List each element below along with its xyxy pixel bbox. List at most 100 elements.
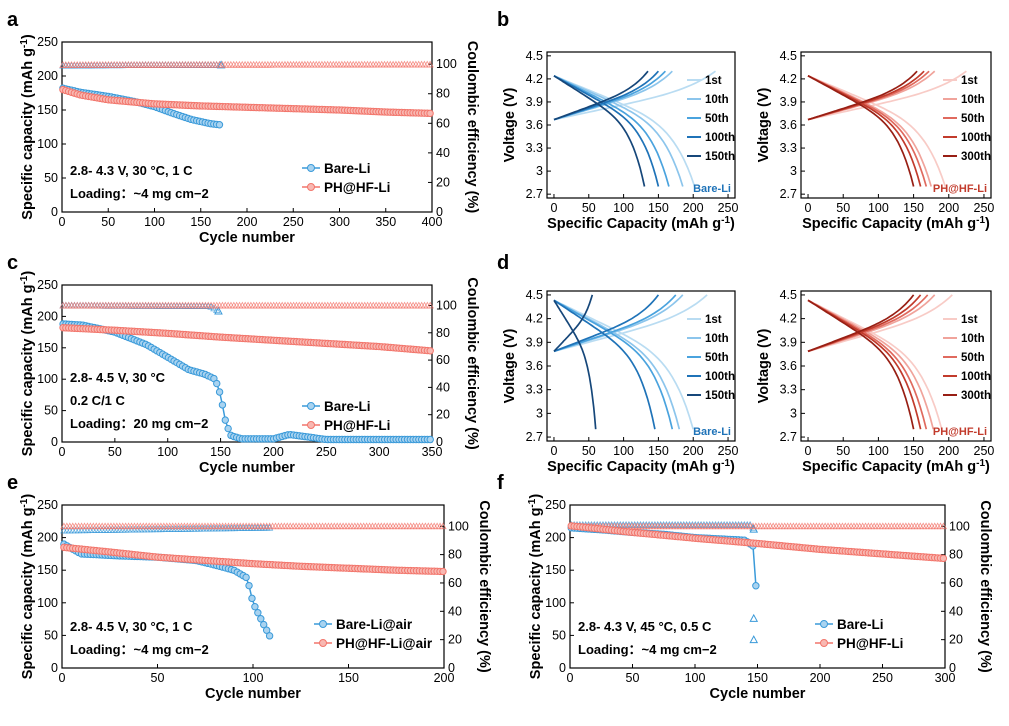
y2-tick-label: 40 — [436, 380, 450, 394]
legend-label: 1st — [961, 314, 978, 326]
y-tick-label: 250 — [37, 35, 58, 49]
y-axis-label: Specific capacity (mAh g-1) — [527, 494, 544, 680]
legend-label: PH@HF-Li — [324, 418, 390, 433]
x-tick-label: 150 — [190, 215, 211, 229]
discharge-curve — [553, 75, 684, 187]
x-tick-label: 50 — [582, 201, 596, 215]
y2-tick-label: 100 — [949, 519, 970, 533]
x-axis-label-main: Specific Capacity (mAh g — [547, 216, 721, 232]
capacity-point — [213, 379, 221, 388]
capacity-point — [257, 615, 265, 623]
condition-text: 2.8- 4.3 V, 30 °C, 1 C — [70, 163, 193, 178]
y-tick-label: 3.9 — [780, 95, 797, 109]
y2-tick-label: 0 — [436, 205, 443, 219]
y-tick-label: 250 — [37, 498, 58, 512]
legend-marker — [820, 620, 828, 628]
legend-label: 10th — [961, 333, 985, 345]
capacity-point — [215, 388, 224, 396]
capacity-point — [218, 401, 227, 409]
discharge-curve — [807, 299, 922, 430]
y-tick-label: 3.6 — [780, 359, 797, 373]
panel-a: 0 50 100 150 200 250 300 350 4000501001502002500… — [19, 34, 480, 246]
capacity-point — [262, 626, 271, 634]
ce-point — [426, 301, 434, 309]
y-axis-label: Voltage (V) — [502, 88, 518, 163]
y-tick-label: 3 — [536, 164, 543, 178]
x-tick-label: 50 — [836, 201, 850, 215]
charge-curve — [553, 294, 684, 353]
condition-text: 2.8- 4.3 V, 45 °C, 0.5 C — [578, 619, 712, 634]
capacity-point — [426, 435, 434, 444]
y-tick-label: 4.5 — [526, 288, 543, 302]
capacity-point — [248, 594, 256, 603]
x-tick-label: 200 — [810, 671, 831, 685]
x-tick-label: 100 — [613, 444, 634, 458]
x-tick-label: 0 — [59, 671, 66, 685]
capacity-point — [426, 347, 434, 355]
discharge-curve — [807, 75, 922, 187]
y-tick-label: 3.3 — [780, 383, 797, 397]
y-tick-label: 3.6 — [780, 118, 797, 132]
capacity-point — [242, 573, 250, 582]
panel-b-left: 0 50 100 150 200 250 2.7 3 3.3 3.6 3.9 4.2 4.5 Specif… — [502, 49, 739, 232]
discharge-curve — [553, 299, 695, 430]
panel-label-e: e — [7, 472, 18, 494]
y-tick-label: 3.3 — [526, 141, 543, 155]
legend-label: 300th — [961, 151, 991, 163]
y-tick-label: 150 — [37, 563, 58, 577]
legend-label: 100th — [961, 132, 991, 144]
y2-tick-label: 20 — [448, 633, 462, 647]
condition-text: 0.2 C/1 C — [70, 393, 126, 408]
x-tick-label: 250 — [718, 444, 739, 458]
capacity-point — [245, 581, 253, 590]
y-tick-label: 3.9 — [526, 95, 543, 109]
x-tick-label: 150 — [903, 201, 924, 215]
x-tick-label: 350 — [422, 445, 443, 459]
y-tick-label: 0 — [51, 435, 58, 449]
panel-label-d: d — [497, 252, 509, 274]
capacity-point — [939, 554, 948, 563]
y-tick-label: 200 — [37, 69, 58, 83]
x-tick-label: 150 — [648, 444, 669, 458]
x-tick-label: 200 — [237, 215, 258, 229]
y2-tick-label: 20 — [436, 175, 450, 189]
legend-label: Bare-Li — [324, 161, 371, 176]
x-tick-label: 300 — [935, 671, 956, 685]
x-tick-label: 200 — [683, 444, 704, 458]
y2-axis-label: Coulombic efficiency (%) — [977, 500, 993, 673]
legend-marker — [319, 620, 327, 628]
y-axis-label: Specific capacity (mAh g-1) — [19, 494, 36, 680]
x-tick-label: 350 — [375, 215, 396, 229]
y-axis-label-close: ) — [20, 494, 36, 499]
y-axis-label: Voltage (V) — [756, 329, 772, 404]
y2-tick-label: 60 — [949, 576, 963, 590]
y-axis-label: Specific capacity (mAh g-1) — [19, 271, 36, 457]
y-axis-label-close: ) — [528, 494, 544, 499]
x-axis-label: Specific Capacity (mAh g-1) — [547, 458, 735, 475]
y2-axis-label: Coulombic efficiency (%) — [464, 41, 480, 214]
y-tick-label: 100 — [37, 596, 58, 610]
ce-point — [426, 60, 434, 68]
y-tick-label: 200 — [37, 531, 58, 545]
x-tick-label: 50 — [626, 671, 640, 685]
y2-tick-label: 60 — [436, 353, 450, 367]
y-tick-label: 200 — [37, 309, 58, 323]
x-tick-label: 150 — [747, 671, 768, 685]
y-tick-label: 50 — [552, 628, 566, 642]
ce-point — [939, 522, 948, 530]
y-tick-label: 50 — [44, 628, 58, 642]
x-axis-label: Cycle number — [199, 230, 295, 246]
x-axis-label: Specific Capacity (mAh g-1) — [802, 215, 990, 232]
x-axis-label-close: ) — [730, 459, 735, 475]
y-axis-label: Specific capacity (mAh g-1) — [19, 34, 36, 220]
legend-label: 100th — [705, 132, 735, 144]
x-tick-label: 0 — [59, 445, 66, 459]
x-tick-label: 100 — [243, 671, 264, 685]
y-tick-label: 2.7 — [526, 430, 543, 444]
ce-point — [749, 613, 759, 622]
y-tick-label: 3.9 — [780, 335, 797, 349]
legend-label: 50th — [961, 352, 985, 364]
y-tick-label: 3.3 — [526, 383, 543, 397]
charge-curve — [807, 70, 967, 121]
x-tick-label: 300 — [329, 215, 350, 229]
